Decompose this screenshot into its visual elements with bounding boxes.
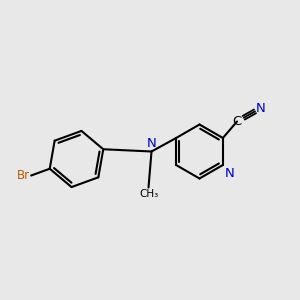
Text: C: C [232,115,242,128]
Text: N: N [256,101,266,115]
Text: N: N [147,137,156,150]
Text: Br: Br [17,169,30,182]
Text: N: N [224,167,234,179]
Text: CH₃: CH₃ [139,189,158,199]
